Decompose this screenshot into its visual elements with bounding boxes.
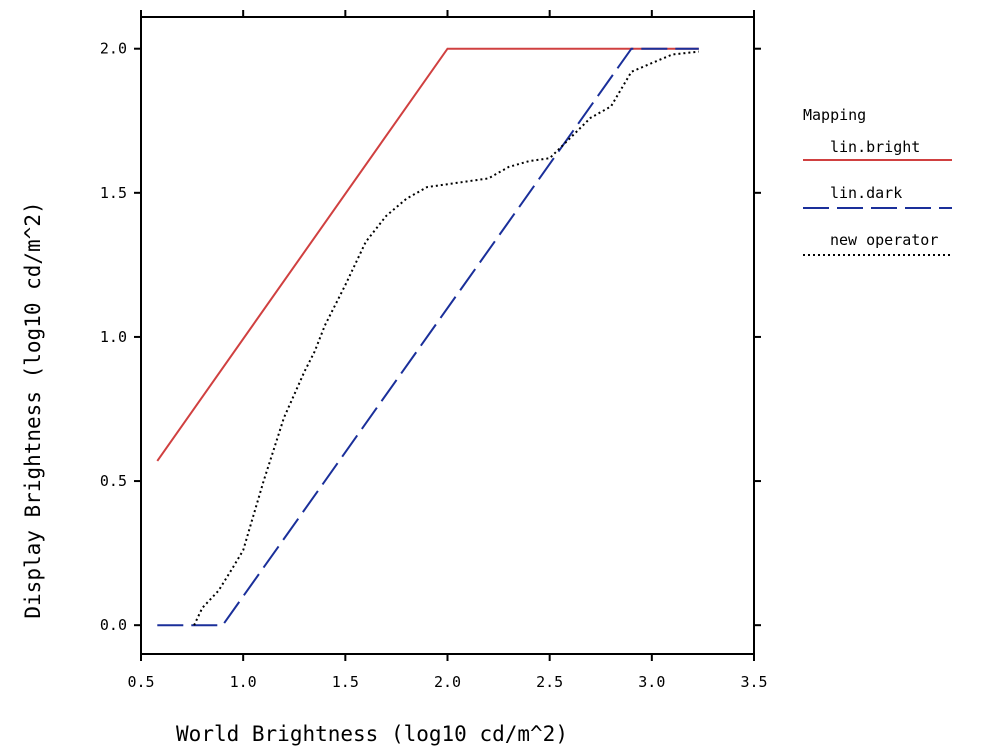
y-axis-title: Display Brightness (log10 cd/m^2) xyxy=(21,201,45,618)
plot-frame xyxy=(140,16,755,655)
x-tick-label: 2.0 xyxy=(434,673,461,691)
legend-label-new-operator: new operator xyxy=(830,231,938,249)
legend-label-lin-dark: lin.dark xyxy=(830,184,902,202)
x-tick-label: 2.5 xyxy=(536,673,563,691)
x-tick-label: 1.5 xyxy=(332,673,359,691)
x-tick-label: 1.0 xyxy=(230,673,257,691)
series-line-lin-dark xyxy=(157,47,699,627)
y-tick-label: 1.5 xyxy=(100,184,127,202)
legend-title: Mapping xyxy=(803,106,866,124)
y-tick-label: 1.0 xyxy=(100,328,127,346)
series-line-lin-bright xyxy=(156,47,699,462)
series-layer xyxy=(156,47,699,627)
x-tick-label: 0.5 xyxy=(127,673,154,691)
legend: Mapping lin.bright lin.dark new operator xyxy=(803,106,952,256)
y-tick-label: 2.0 xyxy=(100,40,127,58)
x-tick-label: 3.5 xyxy=(740,673,767,691)
x-axis-title: World Brightness (log10 cd/m^2) xyxy=(176,722,568,746)
y-tick-label: 0.5 xyxy=(100,472,127,490)
series-line-new-operator xyxy=(193,50,699,626)
ticks-layer: 0.5 1.0 1.5 2.0 2.5 3.0 3.5 0.0 0.5 1.0 1.5 2.0 xyxy=(100,10,768,691)
legend-label-lin-bright: lin.bright xyxy=(830,138,920,156)
x-tick-label: 3.0 xyxy=(638,673,665,691)
y-tick-label: 0.0 xyxy=(100,616,127,634)
